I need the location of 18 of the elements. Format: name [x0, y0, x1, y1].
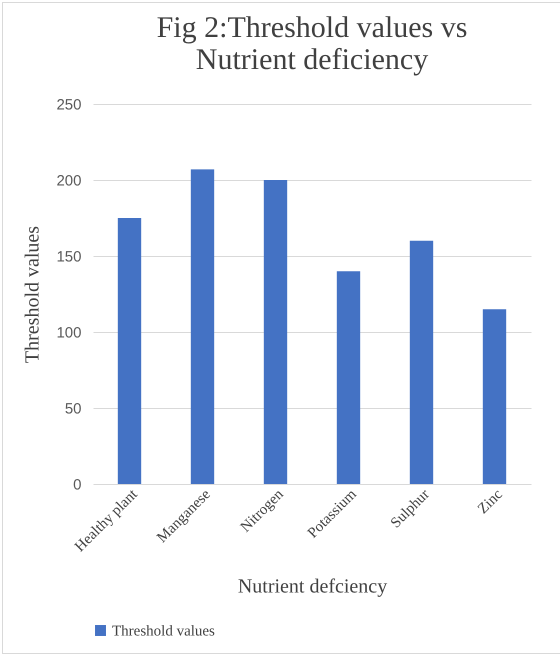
y-tick-label: 50: [64, 400, 82, 418]
x-axis-title: Nutrient defciency: [238, 576, 388, 598]
bar: [264, 180, 288, 484]
bar: [190, 169, 214, 484]
bar: [336, 271, 360, 484]
text: Fig 2:Threshold values vs: [156, 11, 468, 44]
y-axis-title: Threshold values: [21, 226, 44, 364]
y-tick-label: 100: [56, 324, 82, 342]
y-tick-label: 150: [56, 248, 82, 266]
y-tick-label: 0: [73, 476, 82, 494]
text: Nutrient deficiency: [196, 43, 428, 76]
legend-label: Threshold values: [112, 624, 216, 640]
y-tick-label: 200: [56, 172, 82, 190]
y-tick-label: 250: [56, 96, 82, 114]
x-tick-label: Zinc: [475, 486, 506, 518]
bar: [118, 218, 142, 484]
bar: [482, 309, 506, 484]
bar: [410, 240, 434, 484]
